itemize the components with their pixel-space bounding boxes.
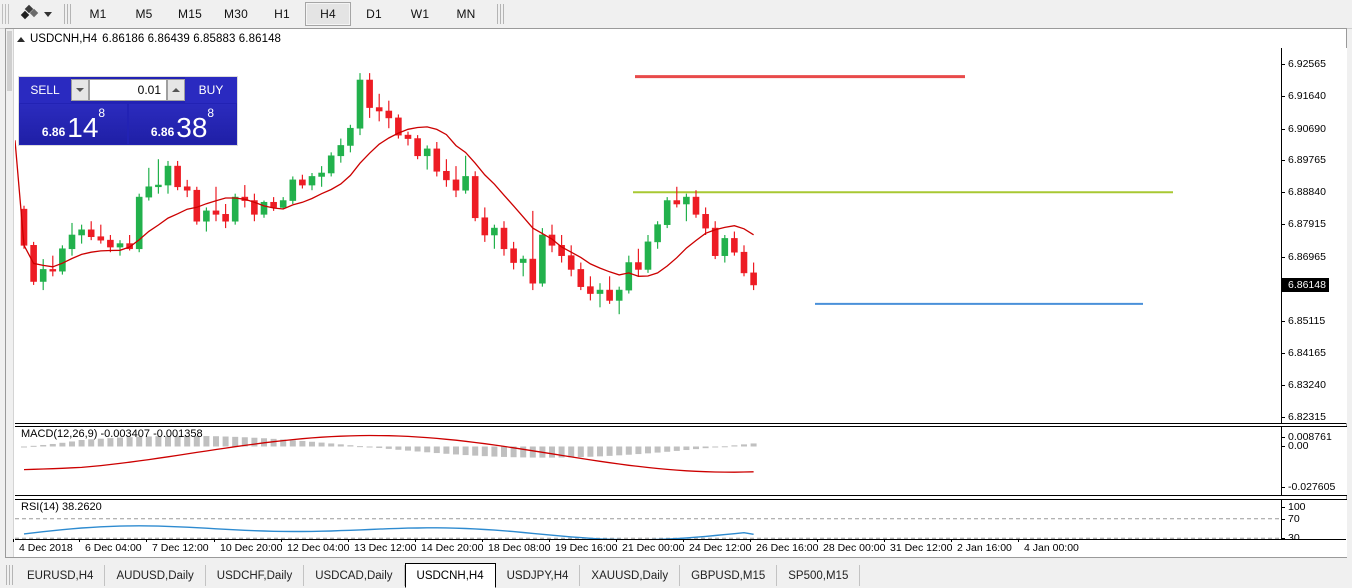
time-axis-label: 7 Dec 12:00 — [146, 539, 209, 554]
macd-pane-divider — [15, 423, 1346, 424]
volume-input[interactable]: 0.01 — [89, 79, 167, 101]
time-axis-label: 13 Dec 12:00 — [347, 539, 417, 554]
price-tick-label: 6.92565 — [1282, 58, 1326, 70]
time-axis-label: 6 Dec 04:00 — [79, 539, 142, 554]
macd-scale[interactable]: 0.008761 0.00 -0.027605 — [1281, 426, 1347, 496]
volume-decrease-button[interactable] — [71, 79, 89, 101]
price-tick-label: 6.91640 — [1282, 90, 1326, 102]
time-axis-label: 4 Dec 2018 — [13, 539, 73, 554]
toolbar-separator — [64, 4, 71, 24]
timeframe-m15-button[interactable]: M15 — [178, 7, 202, 21]
price-tick-label: 6.88840 — [1282, 186, 1326, 198]
chart-tab-sp500-m15[interactable]: SP500,M15 — [777, 565, 861, 586]
timeframe-group: M1 M5 M15 M30 H1 H4 D1 W1 MN — [75, 2, 489, 26]
price-tick-label: 6.82315 — [1282, 411, 1326, 423]
objects-crosshair-icon — [20, 4, 40, 22]
price-tick-label: 6.83240 — [1282, 379, 1326, 391]
scrollbar-thumb[interactable] — [7, 31, 12, 91]
timeframe-h4-button[interactable]: H4 — [305, 2, 351, 26]
time-axis-label: 10 Dec 20:00 — [213, 539, 283, 554]
rsi-tick-label: 70 — [1282, 513, 1300, 525]
toolbar-grip[interactable] — [2, 4, 10, 24]
price-scale[interactable]: 6.92565 6.91640 6.90690 6.89765 6.88840 6.879… — [1281, 48, 1347, 423]
time-axis-label: 18 Dec 08:00 — [481, 539, 551, 554]
rsi-label: RSI(14) 38.2620 — [21, 501, 102, 513]
chart-tab-bar: EURUSD,H4 AUDUSD,Daily USDCHF,Daily USDCAD,… — [0, 560, 1352, 588]
price-tick-label: 6.89765 — [1282, 154, 1326, 166]
collapse-triangle-icon[interactable] — [17, 36, 25, 42]
time-axis-label: 2 Jan 16:00 — [951, 539, 1012, 554]
chart-tab-usdcnh-h4[interactable]: USDCNH,H4 — [404, 563, 496, 588]
volume-increase-button[interactable] — [167, 79, 185, 101]
sell-button[interactable]: SELL — [19, 77, 71, 103]
time-axis-label: 24 Dec 12:00 — [682, 539, 752, 554]
timeframe-m1-button[interactable]: M1 — [89, 7, 107, 21]
time-axis-label: 4 Jan 00:00 — [1018, 539, 1079, 554]
arrow-up-icon — [172, 88, 180, 92]
buy-price-prefix: 6.86 — [150, 125, 175, 139]
oct-price-row: 6.86 14 8 6.86 38 8 — [19, 103, 237, 145]
buy-price-big: 38 — [176, 112, 208, 143]
chevron-down-icon[interactable] — [44, 11, 52, 17]
time-axis-label: 19 Dec 16:00 — [548, 539, 618, 554]
macd-label: MACD(12,26,9) -0.003407 -0.001358 — [21, 428, 203, 440]
price-chart-svg — [15, 73, 1173, 315]
chart-vertical-scrollbar[interactable] — [6, 29, 14, 557]
price-tick-label: 6.84165 — [1282, 347, 1326, 359]
chart-symbol-label: USDCNH,H4 — [30, 33, 98, 45]
timeframe-m5-button[interactable]: M5 — [135, 7, 153, 21]
rsi-tick-label: 30 — [1282, 532, 1300, 544]
time-axis-label: 28 Dec 00:00 — [816, 539, 886, 554]
oct-top-row: SELL 0.01 BUY — [19, 77, 237, 103]
time-axis-label: 14 Dec 20:00 — [414, 539, 484, 554]
current-price-label: 6.86148 — [1282, 277, 1329, 292]
macd-tick-label: 0.008761 — [1282, 431, 1332, 443]
chart-tab-audusd-daily[interactable]: AUDUSD,Daily — [105, 565, 206, 586]
timeframe-w1-button[interactable]: W1 — [410, 7, 430, 21]
macd-tick-label: -0.027605 — [1282, 481, 1335, 493]
timeframe-d1-button[interactable]: D1 — [366, 7, 382, 21]
timeframe-mn-button[interactable]: MN — [456, 7, 476, 21]
buy-price-superscript: 8 — [207, 106, 215, 120]
one-click-trading-panel: SELL 0.01 BUY 6.86 14 8 6.86 38 8 — [18, 76, 238, 146]
macd-pane[interactable]: MACD(12,26,9) -0.003407 -0.001358 — [15, 426, 1346, 496]
macd-tick-label: 0.00 — [1282, 440, 1308, 452]
time-axis-label: 26 Dec 16:00 — [749, 539, 819, 554]
time-axis-label: 31 Dec 12:00 — [883, 539, 953, 554]
chart-tab-usdcad-daily[interactable]: USDCAD,Daily — [304, 565, 405, 586]
price-pane[interactable] — [15, 48, 1346, 423]
buy-price-display[interactable]: 6.86 38 8 — [129, 104, 236, 144]
chart-header: USDCNH,H4 6.86186 6.86439 6.85883 6.8614… — [17, 31, 286, 47]
chart-tab-eurusd-h4[interactable]: EURUSD,H4 — [16, 565, 106, 586]
price-tick-label: 6.86965 — [1282, 251, 1326, 263]
chart-ohlc-values: 6.86186 6.86439 6.85883 6.86148 — [102, 33, 282, 45]
rsi-tick-label: 100 — [1282, 501, 1306, 513]
macd-chart-svg — [21, 434, 757, 473]
sell-price-big: 14 — [67, 112, 99, 143]
tabbar-grip[interactable] — [6, 565, 13, 585]
buy-button[interactable]: BUY — [185, 77, 237, 103]
chart-tab-gbpusd-m15[interactable]: GBPUSD,M15 — [680, 565, 778, 586]
sell-price-display[interactable]: 6.86 14 8 — [20, 104, 127, 144]
time-axis-label: 21 Dec 00:00 — [615, 539, 685, 554]
toolbar-separator-2 — [497, 4, 504, 24]
price-tick-label: 6.90690 — [1282, 123, 1326, 135]
time-axis: 4 Dec 2018 6 Dec 04:00 7 Dec 12:00 10 Dec 2… — [13, 539, 1346, 557]
sell-price-prefix: 6.86 — [41, 125, 66, 139]
sell-price-superscript: 8 — [98, 106, 106, 120]
price-tick-label: 6.85115 — [1282, 315, 1325, 327]
arrow-down-icon — [76, 88, 84, 92]
price-tick-label: 6.87915 — [1282, 218, 1326, 230]
main-toolbar: M1 M5 M15 M30 H1 H4 D1 W1 MN — [0, 0, 1352, 29]
objects-button[interactable] — [16, 3, 56, 25]
timeframe-h1-button[interactable]: H1 — [274, 7, 290, 21]
timeframe-m30-button[interactable]: M30 — [224, 7, 248, 21]
chart-window: USDCNH,H4 6.86186 6.86439 6.85883 6.8614… — [5, 28, 1347, 558]
chart-tab-xauusd-daily[interactable]: XAUUSD,Daily — [580, 565, 681, 586]
chart-tab-usdjpy-h4[interactable]: USDJPY,H4 — [495, 565, 581, 586]
time-axis-label: 12 Dec 04:00 — [280, 539, 350, 554]
chart-tab-usdchf-daily[interactable]: USDCHF,Daily — [205, 565, 305, 586]
